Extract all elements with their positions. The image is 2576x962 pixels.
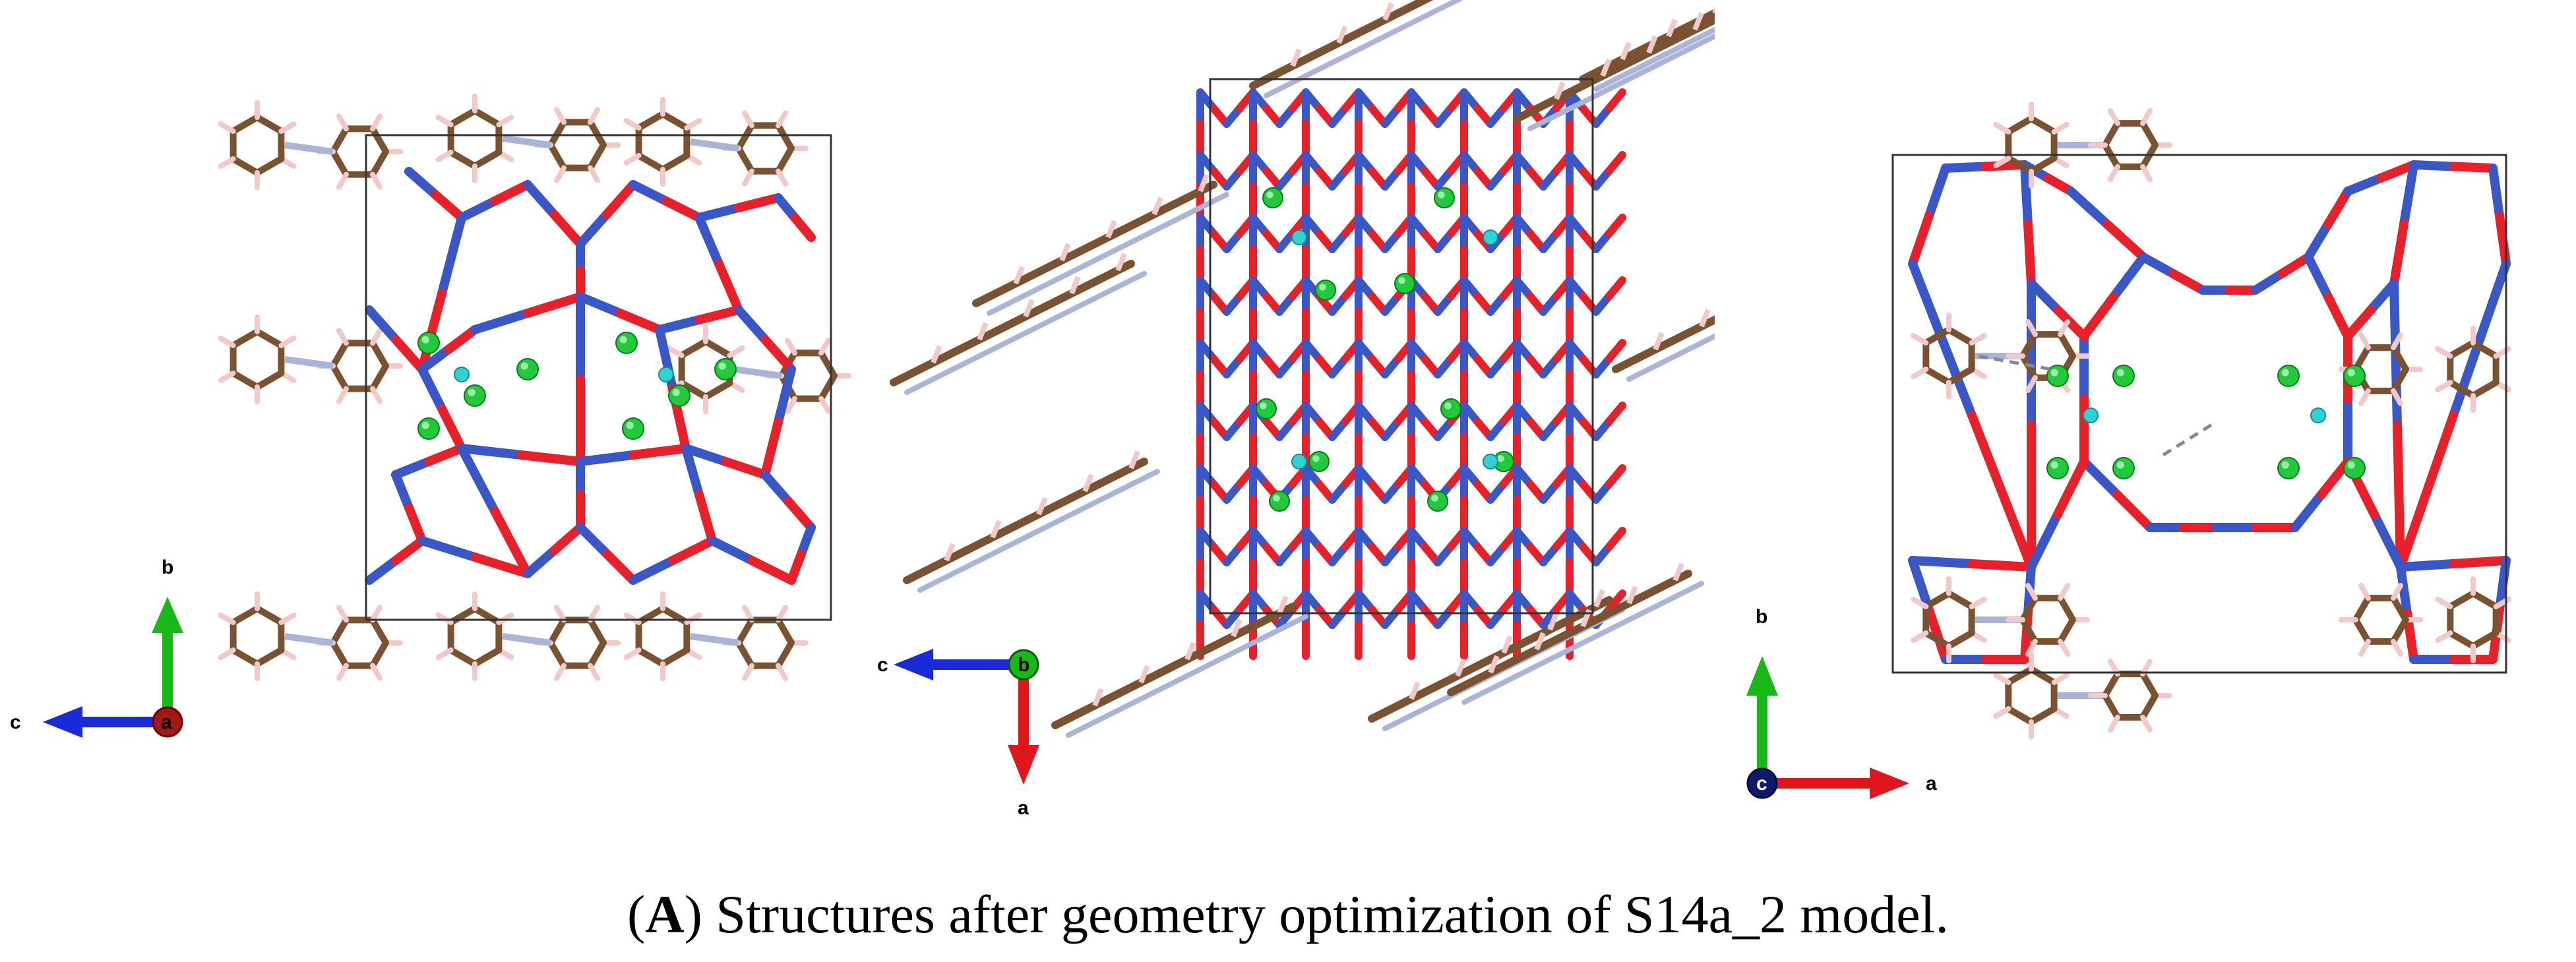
axis-triad-2: b c a — [877, 649, 1039, 819]
axis-triad-1: a b c — [10, 556, 183, 738]
unit-cell-1 — [365, 134, 832, 621]
axis-label-right-3: a — [1926, 773, 1937, 795]
structure-view-2: b c a — [877, 0, 1715, 819]
structure-panel-3: c b a — [1715, 0, 2576, 857]
figure-caption: (A) Structures after geometry optimizati… — [627, 884, 1949, 944]
structure-panel-1: a b c — [0, 0, 857, 857]
caption-text: Structures after geometry optimization o… — [716, 884, 1949, 944]
structure-view-3: c b a — [1746, 102, 2511, 799]
structure-panel-2: b c a — [857, 0, 1715, 857]
unit-cell-2 — [1209, 78, 1594, 615]
axis-label-center-2: b — [1018, 654, 1029, 676]
caption-label: A — [645, 884, 685, 944]
axis-label-left-1: c — [10, 711, 21, 733]
axis-triad-3: c b a — [1746, 606, 1937, 799]
axis-label-up-1: b — [162, 556, 173, 578]
axis-label-left-2: c — [877, 654, 888, 676]
axis-label-down-2: a — [1018, 797, 1029, 819]
structure-view-1: a b c — [10, 94, 851, 738]
axis-label-center-3: c — [1756, 773, 1767, 795]
axis-label-up-3: b — [1756, 606, 1767, 628]
unit-cell-3 — [1891, 154, 2507, 674]
axis-label-center-1: a — [161, 711, 172, 733]
